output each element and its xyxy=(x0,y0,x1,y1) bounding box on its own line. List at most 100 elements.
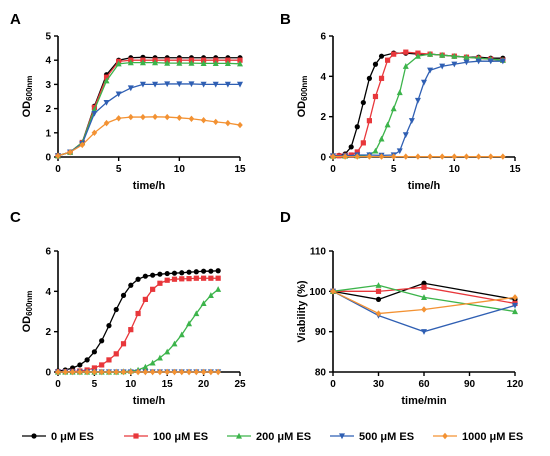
data-point xyxy=(113,351,119,357)
data-point xyxy=(128,282,134,288)
x-axis-title: time/min xyxy=(401,395,447,407)
series-line xyxy=(332,284,516,313)
data-point xyxy=(354,149,360,155)
data-point xyxy=(152,113,158,121)
y-tick-label: 1 xyxy=(45,128,51,139)
data-point xyxy=(385,57,391,63)
data-point xyxy=(439,153,445,160)
x-tick-label: 5 xyxy=(116,164,122,175)
y-axis-title: OD600nm xyxy=(296,76,309,118)
data-point xyxy=(139,59,146,66)
data-point xyxy=(106,357,112,363)
data-point xyxy=(91,349,97,355)
x-tick-label: 15 xyxy=(162,379,174,390)
data-point xyxy=(237,60,243,67)
series-line xyxy=(332,52,503,157)
data-point xyxy=(157,368,163,376)
data-point xyxy=(225,119,231,127)
y-tick-label: 2 xyxy=(45,104,51,115)
legend-entry: 200 μM ES xyxy=(227,431,311,443)
y-tick-label: 80 xyxy=(315,368,327,379)
data-point xyxy=(208,275,214,281)
data-point xyxy=(360,99,366,106)
data-point xyxy=(378,53,385,59)
data-point xyxy=(91,368,98,376)
series-200-m-es xyxy=(55,286,222,375)
data-point xyxy=(402,63,409,69)
x-tick-label: 15 xyxy=(234,164,246,175)
data-point xyxy=(176,81,183,88)
legend-marker xyxy=(442,432,448,440)
series-1000-m-es xyxy=(330,153,506,160)
data-point xyxy=(62,368,69,376)
series-line xyxy=(332,51,503,157)
y-axis-title-subscript: 600nm xyxy=(25,291,34,316)
data-point xyxy=(366,153,373,160)
data-point xyxy=(149,368,156,376)
y-axis-title-subscript: 600nm xyxy=(25,76,34,101)
data-point xyxy=(188,81,195,88)
data-point xyxy=(120,368,127,376)
data-point xyxy=(366,118,372,124)
data-point xyxy=(193,275,199,281)
y-tick-label: 3 xyxy=(45,80,51,91)
y-tick-label: 100 xyxy=(309,287,326,298)
panel-letter: C xyxy=(10,209,21,226)
data-point xyxy=(156,354,163,361)
data-point xyxy=(103,74,110,80)
y-axis-title-main: OD xyxy=(21,101,33,118)
x-tick-label: 10 xyxy=(449,164,461,175)
y-tick-label: 4 xyxy=(45,56,51,67)
legend-entry: 100 μM ES xyxy=(124,431,208,443)
data-point xyxy=(91,110,98,117)
data-point xyxy=(372,61,379,67)
legend-marker xyxy=(236,432,242,439)
series-500-m-es xyxy=(330,58,506,160)
legend: 0 μM ES 100 μM ES 200 μM ES 500 μM ES 1000 μ… xyxy=(22,431,523,443)
data-point xyxy=(396,89,403,96)
x-tick-label: 30 xyxy=(373,379,385,390)
data-point xyxy=(378,75,385,81)
data-point xyxy=(375,296,382,302)
data-point xyxy=(128,368,134,376)
series-line xyxy=(332,290,516,333)
data-point xyxy=(451,52,458,59)
legend-label: 1000 μM ES xyxy=(462,431,523,443)
data-point xyxy=(150,272,156,278)
y-tick-label: 0 xyxy=(45,368,51,379)
data-point xyxy=(164,368,170,376)
data-point xyxy=(463,59,470,66)
data-point xyxy=(348,144,354,150)
legend-label: 0 μM ES xyxy=(51,431,94,443)
data-point xyxy=(375,288,382,294)
data-point xyxy=(193,269,199,275)
data-point xyxy=(427,50,434,57)
data-point xyxy=(120,341,127,347)
data-point xyxy=(67,148,73,156)
data-point xyxy=(113,368,120,376)
x-tick-label: 25 xyxy=(234,379,246,390)
data-point xyxy=(375,282,382,288)
x-tick-label: 0 xyxy=(55,164,61,175)
data-point xyxy=(391,51,397,57)
series-line xyxy=(332,290,516,315)
data-point xyxy=(390,105,397,112)
data-point xyxy=(171,276,178,282)
data-point xyxy=(414,97,421,104)
y-axis-title-main: Viability (%) xyxy=(296,280,308,342)
data-point xyxy=(79,141,86,149)
data-point xyxy=(140,113,146,121)
data-point xyxy=(421,294,427,300)
data-point xyxy=(69,368,76,376)
legend-marker xyxy=(31,433,37,439)
data-point xyxy=(178,368,185,376)
data-point xyxy=(200,60,207,66)
data-point xyxy=(106,368,112,376)
data-point xyxy=(120,292,127,298)
data-point xyxy=(84,357,90,363)
legend-marker xyxy=(133,433,139,439)
data-point xyxy=(200,368,207,376)
data-point xyxy=(152,59,159,66)
data-point xyxy=(208,368,214,376)
data-point xyxy=(135,368,141,376)
